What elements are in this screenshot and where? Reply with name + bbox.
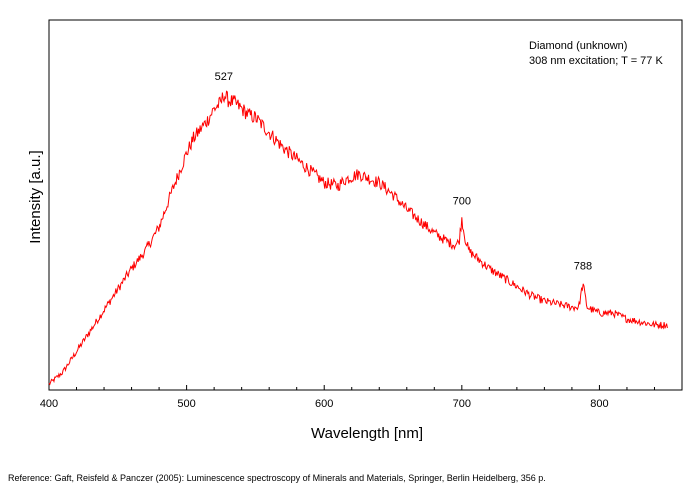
- y-axis-title: Intensity [a.u.]: [27, 150, 44, 243]
- peak-annotations: 527 700 788: [215, 71, 593, 272]
- x-tick-label: 400: [40, 398, 58, 410]
- plot-frame: [48, 19, 683, 391]
- x-tick-label: 700: [453, 398, 471, 410]
- x-axis-tick-labels: 400 500 600 700 800: [40, 398, 609, 410]
- x-axis-title: Wavelength [nm]: [311, 425, 423, 442]
- emission-spectrum-line: [48, 90, 668, 386]
- peak-label-700: 700: [453, 195, 471, 207]
- peak-label-788: 788: [574, 260, 592, 272]
- x-axis-ticks: [48, 385, 655, 390]
- excitation-info: 308 nm excitation; T = 77 K: [529, 55, 663, 67]
- reference-citation: Reference: Gaft, Reisfeld & Panczer (200…: [8, 473, 546, 483]
- x-tick-label: 600: [315, 398, 333, 410]
- x-tick-label: 800: [590, 398, 608, 410]
- spectrum-chart: 400 500 600 700 800 527 700 788 Wavelength [nm…: [27, 19, 683, 442]
- sample-name: Diamond (unknown): [529, 40, 627, 52]
- x-tick-label: 500: [177, 398, 195, 410]
- peak-label-527: 527: [215, 71, 233, 83]
